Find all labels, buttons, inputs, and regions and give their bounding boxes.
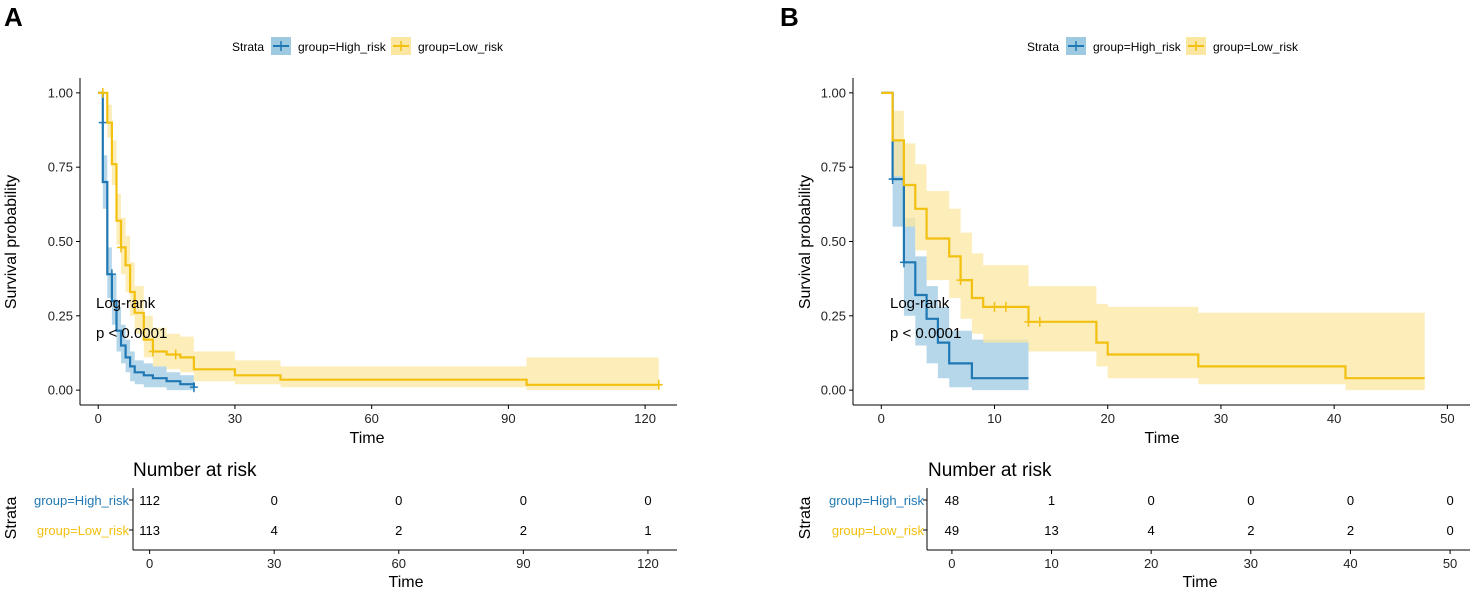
pvalue-label: p < 0.0001: [890, 325, 961, 342]
risk-count-high: 112: [139, 493, 160, 508]
x-tick-label: 40: [1327, 411, 1341, 426]
risk-count-low: 2: [1347, 523, 1354, 538]
risk-count-high: 0: [1247, 493, 1254, 508]
x-tick-label: 30: [1214, 411, 1228, 426]
km-axes: 0.00 0.25 0.50 0.75 1.00 0 10 20 30 40 50: [821, 78, 1470, 426]
risk-x-tick-label: 0: [146, 556, 153, 571]
y-tick-label: 0.00: [48, 383, 73, 398]
risk-row-label-low: group=Low_risk: [832, 523, 925, 538]
risk-count-high: 0: [271, 493, 278, 508]
x-tick-label: 60: [364, 411, 378, 426]
x-tick-label: 0: [95, 411, 102, 426]
risk-count-high: 48: [945, 493, 959, 508]
ci-band-low: [881, 92, 1425, 391]
risk-count-low: 0: [1446, 523, 1453, 538]
risk-x-tick-label: 0: [948, 556, 955, 571]
risk-x-tick-label: 20: [1144, 556, 1158, 571]
risk-row-label-high: group=High_risk: [34, 493, 130, 508]
risk-count-low: 49: [945, 523, 959, 538]
legend-title: Strata: [232, 40, 264, 54]
risk-x-tick-label: 40: [1343, 556, 1357, 571]
risk-table-y-title: Strata: [797, 497, 814, 540]
logrank-label: Log-rank: [96, 295, 156, 312]
x-tick-label: 90: [501, 411, 515, 426]
legend-low-label: group=Low_risk: [418, 40, 504, 54]
risk-count-low: 113: [139, 523, 160, 538]
risk-count-low: 2: [520, 523, 527, 538]
y-tick-label: 0.75: [48, 160, 73, 175]
x-axis-title: Time: [350, 430, 385, 447]
y-tick-label: 1.00: [48, 85, 73, 100]
y-tick-label: 0.25: [821, 308, 846, 323]
y-tick-label: 1.00: [821, 85, 846, 100]
risk-count-high: 0: [1347, 493, 1354, 508]
risk-count-high: 1: [1048, 493, 1055, 508]
risk-count-low: 4: [271, 523, 278, 538]
panel-a: A Strata group=High_risk group=Low_risk …: [3, 2, 677, 591]
y-tick-label: 0.75: [821, 160, 846, 175]
legend-high-label: group=High_risk: [1093, 40, 1182, 54]
x-tick-label: 30: [228, 411, 242, 426]
risk-row-label-low: group=Low_risk: [37, 523, 130, 538]
survival-curve-low: [98, 91, 659, 386]
ci-band-low: [98, 92, 659, 391]
risk-count-high: 0: [1148, 493, 1155, 508]
panel-b: B Strata group=High_risk group=Low_risk …: [780, 2, 1470, 591]
x-axis-title: Time: [1145, 430, 1180, 447]
risk-count-high: 0: [395, 493, 402, 508]
y-axis-title: Survival probability: [797, 175, 814, 309]
panel-label: A: [4, 2, 23, 32]
x-tick-label: 50: [1440, 411, 1454, 426]
risk-count-high: 0: [520, 493, 527, 508]
risk-table-title: Number at risk: [133, 460, 257, 481]
risk-x-tick-label: 120: [637, 556, 659, 571]
km-axes: 0.00 0.25 0.50 0.75 1.00 0 30 60 90 120: [48, 78, 677, 426]
legend-title: Strata: [1027, 40, 1059, 54]
ci-band-high: [881, 92, 1029, 391]
legend: Strata group=High_risk group=Low_risk: [1027, 37, 1299, 55]
legend: Strata group=High_risk group=Low_risk: [232, 37, 504, 55]
risk-x-tick-label: 90: [516, 556, 530, 571]
risk-count-high: 0: [1446, 493, 1453, 508]
km-plot: [98, 87, 663, 393]
x-tick-label: 20: [1100, 411, 1114, 426]
risk-count-low: 1: [644, 523, 651, 538]
risk-count-low: 4: [1148, 523, 1155, 538]
risk-x-tick-label: 60: [392, 556, 406, 571]
y-tick-label: 0.25: [48, 308, 73, 323]
logrank-label: Log-rank: [890, 295, 950, 312]
risk-table-x-title: Time: [1183, 574, 1218, 591]
risk-count-low: 13: [1044, 523, 1058, 538]
risk-x-tick-label: 30: [267, 556, 281, 571]
legend-low-label: group=Low_risk: [1213, 40, 1299, 54]
survival-curve-low: [881, 91, 1425, 380]
y-tick-label: 0.00: [821, 383, 846, 398]
risk-table-title: Number at risk: [928, 460, 1052, 481]
risk-table-x-title: Time: [389, 574, 424, 591]
risk-row-label-high: group=High_risk: [829, 493, 925, 508]
risk-count-low: 2: [395, 523, 402, 538]
y-axis-title: Survival probability: [3, 175, 20, 309]
legend-high-label: group=High_risk: [298, 40, 387, 54]
risk-table-y-title: Strata: [3, 497, 20, 540]
y-tick-label: 0.50: [821, 234, 846, 249]
risk-x-tick-label: 50: [1443, 556, 1457, 571]
x-tick-label: 10: [987, 411, 1001, 426]
survival-curve-high: [881, 91, 1029, 380]
risk-count-high: 0: [644, 493, 651, 508]
y-tick-label: 0.50: [48, 234, 73, 249]
x-tick-label: 120: [634, 411, 656, 426]
risk-count-low: 2: [1247, 523, 1254, 538]
risk-x-tick-label: 10: [1044, 556, 1058, 571]
x-tick-label: 0: [878, 411, 885, 426]
risk-x-tick-label: 30: [1244, 556, 1258, 571]
panel-label: B: [780, 2, 799, 32]
km-plot: [881, 91, 1425, 391]
pvalue-label: p < 0.0001: [96, 325, 167, 342]
